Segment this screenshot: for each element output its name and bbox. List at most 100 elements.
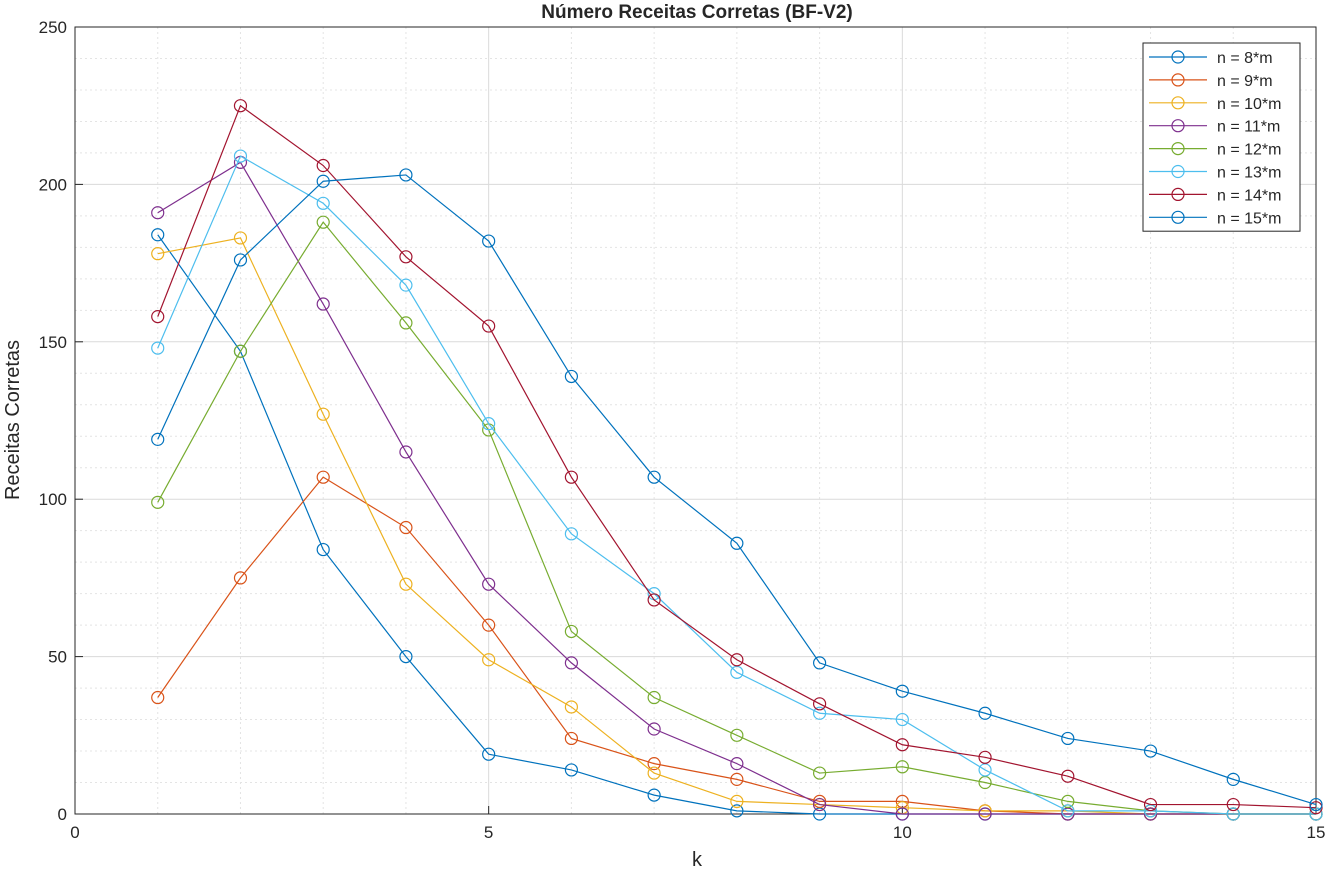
data-point: [564, 470, 579, 484]
y-tick-label: 250: [39, 18, 67, 37]
data-point: [564, 624, 579, 639]
y-tick-label: 50: [48, 648, 67, 667]
legend-entry: n = 12*m: [1149, 142, 1281, 159]
data-point: [1061, 769, 1075, 783]
data-point: [316, 297, 330, 311]
x-tick-label: 0: [70, 823, 79, 842]
legend-label: n = 10*m: [1217, 96, 1281, 113]
data-point: [233, 344, 248, 358]
legend-label: n = 14*m: [1217, 187, 1281, 204]
series-line: [157, 161, 1316, 815]
data-point: [316, 407, 330, 421]
data-point: [730, 757, 744, 771]
data-point: [564, 656, 579, 670]
legend-entry: n = 9*m: [1149, 73, 1273, 90]
series-3: [151, 231, 1323, 821]
x-tick-label: 10: [893, 823, 912, 842]
data-point: [399, 577, 413, 591]
legend: n = 8*m n = 9*m n = 10*m n = 11*m n = 12*m n …: [1142, 42, 1301, 232]
x-tick-label: 5: [484, 823, 493, 842]
data-point: [399, 316, 413, 330]
legend-marker: [1171, 73, 1185, 87]
data-point: [1226, 772, 1240, 786]
data-point: [399, 445, 413, 459]
data-point: [399, 250, 413, 264]
plot-area: [74, 26, 1317, 815]
series-line: [157, 221, 1316, 815]
data-point: [399, 168, 413, 182]
data-point: [1226, 807, 1240, 821]
x-axis-label: k: [692, 849, 703, 871]
data-point: [647, 788, 661, 802]
legend-label: n = 11*m: [1217, 119, 1280, 136]
data-point: [564, 763, 579, 777]
y-tick-label: 100: [39, 490, 67, 509]
legend-label: n = 13*m: [1217, 165, 1281, 182]
data-point: [564, 527, 579, 541]
data-point: [647, 766, 661, 780]
data-point: [482, 319, 496, 333]
data-point: [895, 712, 909, 727]
y-tick-label: 0: [58, 805, 67, 824]
data-point: [812, 706, 827, 720]
data-point: [730, 772, 744, 786]
data-point: [482, 577, 496, 591]
data-point: [1226, 797, 1240, 812]
legend-entry: n = 15*m: [1149, 210, 1281, 227]
legend-label: n = 9*m: [1217, 73, 1273, 90]
series-group: [151, 99, 1323, 821]
legend-box: [1142, 42, 1301, 232]
data-point: [647, 722, 661, 736]
data-point: [895, 807, 909, 821]
data-point: [730, 653, 744, 667]
data-point: [647, 757, 661, 771]
data-point: [730, 536, 744, 550]
data-point: [399, 278, 413, 292]
legend-marker: [1171, 96, 1185, 110]
data-point: [812, 766, 827, 780]
data-point: [233, 253, 248, 267]
data-point: [482, 653, 496, 667]
data-point: [564, 700, 579, 714]
data-point: [151, 228, 165, 242]
data-point: [1309, 807, 1323, 821]
legend-label: n = 12*m: [1217, 142, 1281, 159]
data-point: [482, 234, 496, 248]
data-point: [151, 495, 165, 509]
legend-label: n = 8*m: [1217, 50, 1273, 67]
data-point: [1061, 731, 1075, 746]
data-point: [730, 794, 744, 809]
grid: [74, 26, 1317, 815]
data-point: [978, 807, 992, 821]
data-point: [151, 310, 165, 324]
data-point: [1061, 794, 1075, 809]
legend-label: n = 15*m: [1217, 210, 1281, 227]
data-point: [647, 690, 661, 705]
data-point: [1143, 797, 1158, 812]
data-point: [1143, 744, 1158, 758]
series-line: [157, 155, 1316, 815]
series-line: [157, 237, 1316, 815]
data-point: [233, 231, 248, 245]
x-tick-label: 15: [1307, 823, 1326, 842]
y-tick-label: 150: [39, 333, 67, 352]
data-point: [482, 747, 496, 761]
data-point: [399, 649, 413, 664]
legend-entry: n = 13*m: [1149, 165, 1281, 182]
data-point: [151, 690, 165, 705]
data-point: [1309, 801, 1323, 815]
data-point: [647, 593, 661, 607]
data-point: [233, 571, 248, 585]
data-point: [812, 656, 827, 670]
data-point: [151, 432, 165, 446]
data-point: [564, 369, 579, 384]
data-point: [812, 697, 827, 711]
data-point: [647, 470, 661, 484]
data-point: [978, 750, 992, 764]
data-point: [482, 417, 496, 431]
data-point: [895, 760, 909, 774]
data-point: [316, 158, 330, 173]
data-point: [233, 99, 248, 113]
data-point: [895, 738, 909, 752]
